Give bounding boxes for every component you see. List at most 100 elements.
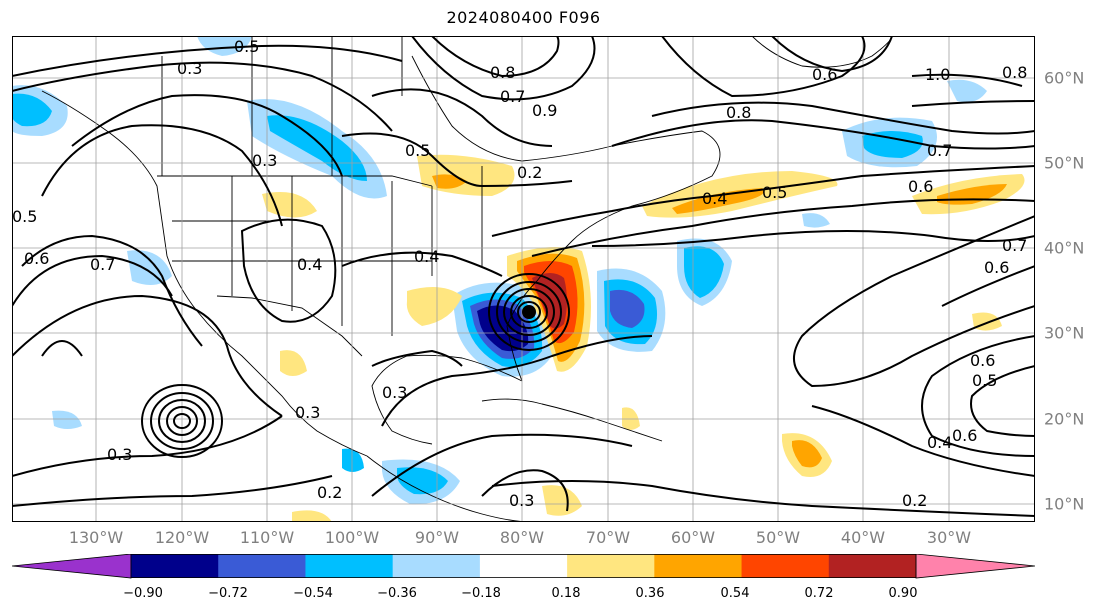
- lat-label: 20°N: [1044, 409, 1085, 429]
- colorbar-extend-low: [12, 554, 132, 579]
- shade-moderate-negative: [862, 131, 923, 158]
- shade-weak-negative: [52, 410, 82, 429]
- shade-moderate-negative: [267, 115, 367, 181]
- hurricane-contour: [517, 301, 541, 323]
- lat-label: 50°N: [1044, 153, 1085, 173]
- contour-label: 0.6: [984, 258, 1009, 277]
- contour-label: 0.6: [952, 426, 977, 445]
- contour-line: [911, 73, 1023, 87]
- contour-line: [481, 469, 569, 512]
- colorbar-tick: 0.72: [804, 586, 834, 601]
- pacific-low-contour: [150, 392, 214, 450]
- colorbar: [12, 554, 1035, 579]
- shade-moderate-negative: [342, 448, 364, 472]
- colorbar-tick: 0.18: [551, 586, 581, 601]
- contour-label: 0.2: [517, 163, 542, 182]
- shade-weak-negative: [802, 213, 830, 228]
- shade-moderate-positive: [672, 188, 764, 214]
- lon-label: 120°W: [154, 528, 210, 547]
- shade-moderate-positive: [792, 440, 822, 468]
- colorbar-segment: [828, 554, 917, 578]
- colorbar-segments: [12, 554, 1035, 579]
- contour-line: [12, 44, 403, 77]
- contour-line: [491, 480, 1035, 517]
- colorbar-tick: 0.54: [720, 586, 750, 601]
- coastline-greenland: [751, 36, 893, 68]
- shade-weak-negative: [127, 250, 172, 285]
- contour-label: 0.3: [252, 151, 277, 170]
- contour-label: 0.6: [908, 177, 933, 196]
- lat-label: 60°N: [1044, 68, 1085, 88]
- coastline-caribbean: [481, 398, 663, 442]
- lon-label: 60°W: [670, 528, 716, 547]
- contour-line: [41, 124, 283, 227]
- state-borders: [172, 166, 483, 336]
- contour-line: [970, 365, 1035, 437]
- hurricane-contour: [496, 281, 562, 343]
- contour-line: [651, 101, 1035, 135]
- contour-layer: [12, 36, 1035, 517]
- lat-label: 40°N: [1044, 238, 1085, 258]
- coastline-east-north-america: [411, 55, 721, 382]
- contour-label: 0.5: [762, 183, 787, 202]
- colorbar-segment: [131, 554, 219, 578]
- shade-weak-negative: [197, 36, 252, 56]
- pacific-low-contour: [173, 413, 191, 429]
- contour-line: [21, 234, 203, 347]
- contour-label: 0.7: [500, 87, 525, 106]
- shade-moderate-negative: [684, 246, 724, 298]
- coastline-gulf: [371, 354, 523, 445]
- lon-label: 80°W: [499, 528, 545, 547]
- contour-label: 0.3: [107, 445, 132, 464]
- colorbar-segment: [654, 554, 743, 578]
- gridlines: [12, 36, 1035, 522]
- shade-weak-positive: [406, 287, 462, 326]
- contour-label: 1.0: [925, 65, 950, 84]
- lon-label: 100°W: [324, 528, 380, 547]
- contour-line: [591, 230, 1035, 247]
- contour-label: 0.6: [970, 351, 995, 370]
- contour-line: [771, 36, 893, 73]
- contour-line: [941, 265, 1035, 307]
- contour-line: [12, 61, 393, 132]
- contour-label: 0.7: [927, 141, 952, 160]
- contour-label: 0.6: [812, 65, 837, 84]
- shade-weak-positive: [542, 485, 582, 516]
- contour-line: [240, 218, 337, 323]
- contour-label: 0.6: [24, 249, 49, 268]
- lon-label: 110°W: [239, 528, 295, 547]
- colorbar-segment: [741, 554, 830, 578]
- contour-line: [793, 215, 1035, 388]
- colorbar-segment: [479, 554, 568, 578]
- pacific-low-contour: [141, 384, 223, 458]
- lon-label: 50°W: [755, 528, 801, 547]
- hurricane-center: [522, 305, 536, 319]
- colorbar-tick: −0.36: [377, 586, 417, 601]
- contour-line: [71, 94, 343, 177]
- lat-label: 10°N: [1044, 494, 1085, 514]
- colorbar-extend-high: [915, 554, 1035, 579]
- contour-line: [371, 88, 553, 147]
- contour-label: 0.4: [927, 433, 952, 452]
- contour-label: 0.4: [702, 189, 727, 208]
- contour-line: [811, 405, 1035, 477]
- hurricane-contour: [510, 295, 548, 329]
- contour-line: [491, 165, 1035, 237]
- contour-line: [341, 132, 573, 188]
- colorbar-segment: [218, 554, 306, 578]
- pacific-low-contour: [158, 399, 206, 443]
- hurricane-contour: [503, 288, 555, 336]
- contour-label: 0.2: [902, 491, 927, 510]
- shade-moderate-positive: [280, 350, 307, 376]
- contour-line: [921, 335, 1035, 457]
- colorbar-tick: −0.90: [123, 586, 163, 601]
- contour-label: 0.4: [414, 247, 439, 266]
- contour-labels: 0.5 0.3 0.8 0.7 0.6 0.5 1.0 0.8 0.7 0.2 …: [12, 37, 1027, 510]
- contour-line: [911, 100, 1035, 107]
- contour-label: 0.4: [297, 255, 322, 274]
- contour-label: 0.3: [177, 59, 202, 78]
- contour-label: 0.7: [1002, 236, 1027, 255]
- colorbar-segment: [567, 554, 655, 578]
- contour-line: [12, 294, 283, 417]
- lon-label: 40°W: [840, 528, 886, 547]
